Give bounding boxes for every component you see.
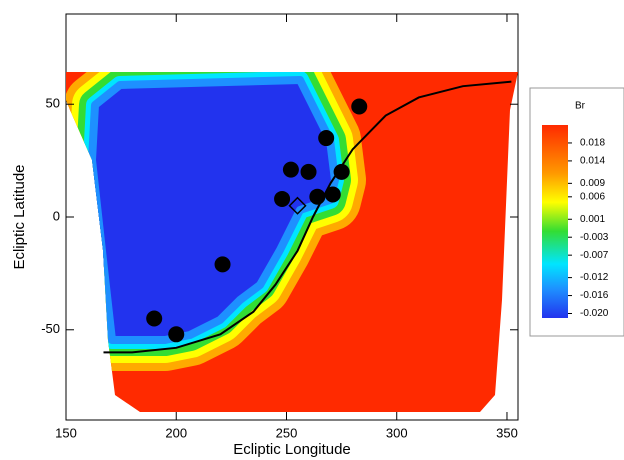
point [318,130,335,147]
point [333,163,350,180]
y-tick-label: 50 [46,96,60,111]
colorbar-label: 0.009 [580,178,605,189]
y-tick-label: -50 [41,321,60,336]
colorbar-label: -0.020 [580,308,609,319]
x-tick-label: 150 [55,425,77,440]
contour-field [66,72,518,412]
point [274,190,291,207]
point [168,326,185,343]
colorbar-label: 0.014 [580,156,605,167]
point [324,186,341,203]
x-tick-label: 250 [276,425,298,440]
colorbar-label: -0.016 [580,290,609,301]
x-tick-label: 200 [165,425,187,440]
point [214,256,231,273]
colorbar-label: 0.018 [580,138,605,149]
colorbar-label: -0.012 [580,272,609,283]
point [146,310,163,327]
diamond-marker [288,196,307,215]
y-tick-label: 0 [53,208,60,223]
neutral-line [103,80,512,354]
x-axis-label: Ecliptic Longitude [233,441,351,458]
point [282,161,299,178]
y-axis-label: Ecliptic Latitude [11,164,28,269]
colorbar-label: 0.001 [580,214,605,225]
colorbar-label: -0.007 [580,250,609,261]
point [309,188,326,205]
colorbar-label: 0.006 [580,191,605,202]
x-tick-label: 350 [496,425,518,440]
point [300,163,317,180]
point [351,98,368,115]
colorbar-title: Br [575,101,586,112]
colorbar-label: -0.003 [580,232,609,243]
colorbar [542,125,568,318]
x-tick-label: 300 [386,425,408,440]
